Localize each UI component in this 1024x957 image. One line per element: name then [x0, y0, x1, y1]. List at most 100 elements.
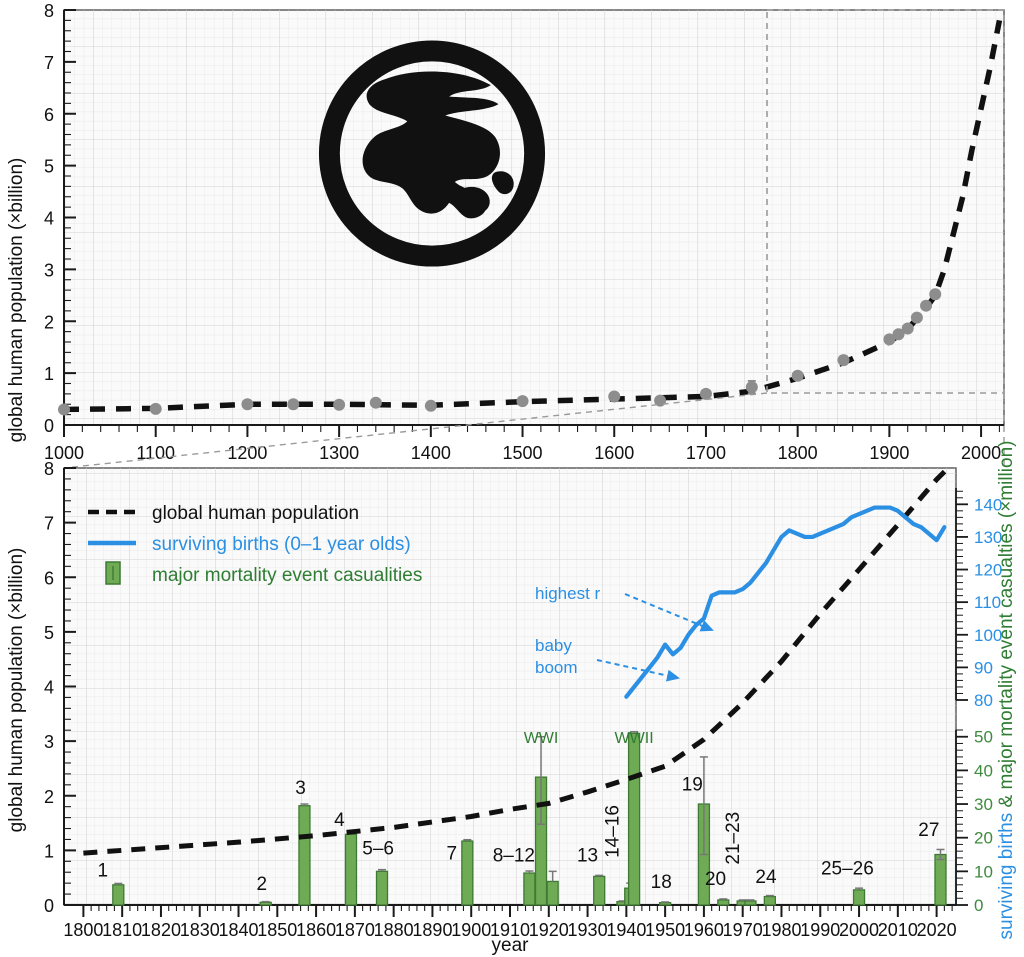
top-population-line [63, 19, 1003, 413]
casualty-bar-label: 5–6 [362, 839, 394, 860]
top-x-ticklabel: 1800 [778, 443, 818, 463]
top-y-ticklabel: 6 [44, 105, 54, 125]
casualty-bar [763, 895, 776, 906]
bottom-y-axis-label-right: surviving births & major mortality event… [996, 441, 1017, 940]
bottom-y-ticklabel: 3 [44, 732, 54, 752]
casualty-bar [627, 732, 641, 906]
bottom-x-ticklabel: 1800 [63, 920, 103, 940]
top-y-ticklabels: 0 1 2 3 4 5 6 7 8 [44, 1, 54, 436]
top-population-point [287, 398, 300, 411]
casualty-bar [934, 853, 947, 906]
casualty-bar-label: 27 [918, 820, 939, 841]
casualty-bar-label: 13 [577, 845, 598, 866]
casualty-bars [112, 730, 947, 906]
bottom-y-ticks-left [64, 467, 76, 906]
bottom-right-green-ticks [956, 729, 968, 906]
bottom-y-ticklabel: 8 [44, 459, 54, 479]
war-label-wwi: WWI [524, 730, 559, 747]
casualty-bar-label: 19 [682, 775, 703, 796]
casualty-bar [523, 872, 536, 906]
bottom-x-ticklabels: 1800181018201830184018501860187018801890… [63, 920, 956, 940]
annotation-baby-boom: baby boom [535, 636, 680, 682]
casualty-bar-label: 25–26 [821, 859, 874, 880]
top-x-ticklabel: 1500 [503, 443, 543, 463]
top-population-point [791, 369, 804, 382]
bottom-x-ticklabel: 1850 [257, 920, 297, 940]
bottom-x-ticklabel: 1970 [723, 920, 763, 940]
casualty-bar-label: 8–12 [493, 845, 535, 866]
casualty-bar-labels: 1 2 3 4 5–6 7 8–12 13 14–16 18 19 20 21–23 24 25–26 27 [97, 775, 939, 895]
bottom-x-ticklabel: 2010 [878, 920, 918, 940]
globe-icon [318, 40, 546, 267]
bottom-x-ticklabel: 1810 [102, 920, 142, 940]
top-y-ticklabel: 8 [44, 1, 54, 21]
bottom-population-line [83, 466, 950, 856]
top-x-ticklabel: 1900 [869, 443, 909, 463]
top-population-point [920, 299, 933, 312]
top-population-points [58, 288, 942, 416]
bottom-right-blue-ticklabels: 80 90 100 110 120 130 140 [974, 495, 1002, 710]
top-y-ticklabel: 1 [44, 364, 54, 384]
top-y-axis-label: global human population (×billion) [6, 158, 27, 443]
casualty-bar-label: 4 [334, 810, 345, 831]
top-population-point [369, 396, 382, 409]
top-x-ticklabel: 1400 [411, 443, 451, 463]
bottom-right-green-ticklabel: 50 [974, 728, 993, 747]
bottom-x-ticklabel: 1830 [180, 920, 220, 940]
bottom-x-ticklabel: 1990 [800, 920, 840, 940]
bottom-right-green-ticklabel: 30 [974, 795, 993, 814]
top-y-ticklabel: 3 [44, 260, 54, 280]
top-population-point [901, 322, 914, 335]
top-x-ticklabel: 2000 [961, 443, 1001, 463]
casualty-bar [744, 900, 757, 906]
bottom-y-ticklabel: 5 [44, 623, 54, 643]
highest-r-label: highest r [535, 584, 601, 603]
bottom-x-ticklabel: 1930 [568, 920, 608, 940]
war-label-wwii: WWII [615, 730, 654, 747]
bottom-x-ticklabel: 2000 [839, 920, 879, 940]
bottom-x-ticklabel: 1920 [529, 920, 569, 940]
top-y-ticklabel: 5 [44, 157, 54, 177]
bottom-x-ticklabel: 1880 [374, 920, 414, 940]
bottom-y-ticklabel: 4 [44, 678, 54, 698]
top-y-ticks [64, 9, 76, 426]
bottom-y-ticklabel: 7 [44, 514, 54, 534]
bottom-x-ticklabel: 1890 [412, 920, 452, 940]
top-population-point [608, 390, 621, 403]
legend-label-casualties: major mortality event casualities [152, 565, 422, 586]
top-population-point [58, 403, 70, 416]
legend-label-births: surviving births (0–1 year olds) [152, 534, 411, 555]
casualty-bar-label: 2 [257, 874, 268, 895]
top-y-ticklabel: 0 [44, 416, 54, 436]
casualty-bar [112, 884, 125, 906]
top-population-point [333, 398, 346, 411]
bottom-y-ticklabel: 2 [44, 787, 54, 807]
top-population-point [745, 381, 758, 394]
casualty-bar-label: 3 [295, 778, 306, 799]
annotation-highest-r: highest r [535, 584, 714, 632]
bottom-x-ticklabel: 1950 [645, 920, 685, 940]
inset-connectors [63, 392, 1005, 469]
top-population-point [910, 311, 923, 324]
top-x-ticklabel: 1200 [227, 443, 267, 463]
casualty-bar [593, 875, 606, 906]
top-population-point [424, 399, 437, 412]
top-x-ticklabel: 1300 [319, 443, 359, 463]
bottom-x-ticklabel: 1940 [606, 920, 646, 940]
bottom-right-green-ticklabel: 10 [974, 862, 993, 881]
bottom-x-ticklabel: 1960 [684, 920, 724, 940]
casualty-bar [344, 833, 358, 906]
baby-boom-label-line2: boom [535, 658, 578, 677]
top-population-point [837, 354, 850, 367]
casualty-bar [658, 901, 672, 906]
top-population-point [929, 288, 942, 301]
bottom-x-ticklabel: 2020 [917, 920, 957, 940]
bottom-x-ticklabel: 1840 [218, 920, 258, 940]
bottom-grid [64, 468, 956, 905]
top-x-ticklabels: 1000 1100 1200 1300 1400 1500 1600 1700 1800 1900… [44, 443, 1001, 463]
highest-r-leader [624, 593, 714, 632]
bottom-x-axis-label: year [492, 935, 530, 956]
bottom-right-blue-ticklabel: 90 [974, 658, 993, 677]
bottom-y-axis-label-left: global human population (×billion) [6, 548, 27, 833]
